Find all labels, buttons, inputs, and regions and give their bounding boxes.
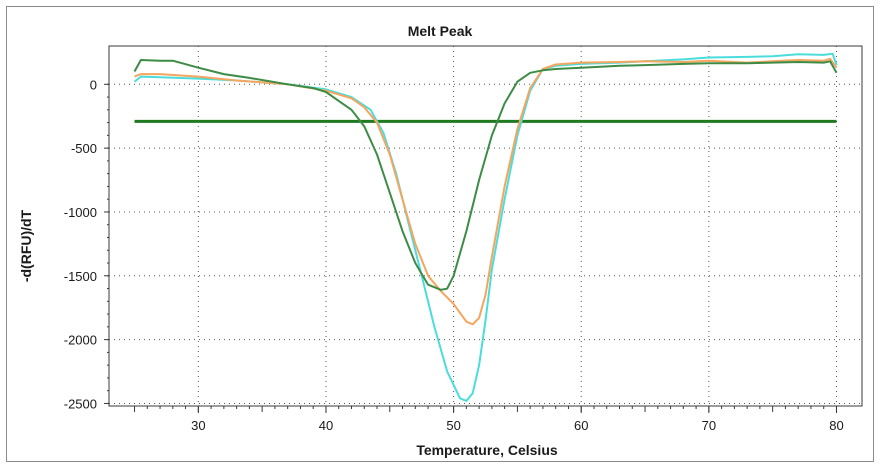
y-tick-label: -2500	[64, 396, 97, 411]
y-tick-label: -2000	[64, 333, 97, 348]
plot-area	[108, 45, 863, 407]
x-tick-label: 70	[702, 418, 716, 433]
x-tick-label: 30	[191, 418, 205, 433]
series-line-3	[133, 59, 838, 291]
grid-layer	[109, 46, 862, 406]
y-tick-label: -1000	[64, 205, 97, 220]
x-tick-label: 40	[319, 418, 333, 433]
x-tick-label: 50	[446, 418, 460, 433]
x-tick-label: 60	[574, 418, 588, 433]
y-tick-label: 0	[90, 77, 97, 92]
x-axis-label: Temperature, Celsius	[416, 442, 558, 458]
series-layer	[133, 52, 838, 402]
chart-title: Melt Peak	[408, 23, 473, 39]
x-tick-label: 80	[829, 418, 843, 433]
y-tick-label: -500	[71, 141, 97, 156]
series-line-1	[133, 52, 838, 402]
tick-layer: 30 40 50 60 70 80 0 -500 -1000 -1500 -2000 -2500	[64, 77, 844, 433]
y-axis-label: -d(RFU)/dT	[18, 209, 34, 282]
y-tick-label: -1500	[64, 269, 97, 284]
series-line-2	[134, 57, 838, 326]
